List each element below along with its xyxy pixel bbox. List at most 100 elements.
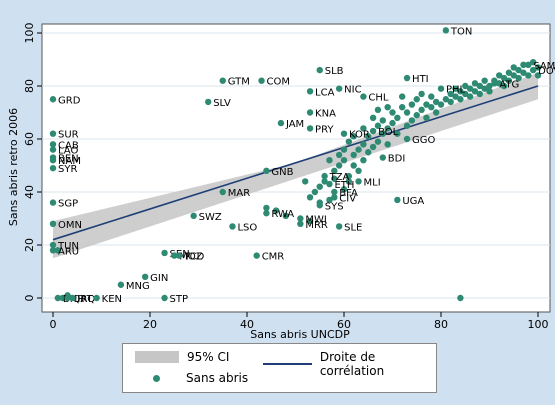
grid-lines (42, 32, 550, 299)
point-label: STP (170, 294, 189, 305)
y-tick-label: 60 (23, 132, 36, 146)
data-point (297, 215, 304, 222)
point-label: SLV (213, 98, 231, 109)
data-point (496, 80, 503, 87)
data-point (335, 162, 343, 169)
data-point (466, 85, 474, 92)
legend-item-fit-line: Droite de corrélation (263, 350, 436, 378)
data-point (49, 247, 57, 254)
data-point (408, 117, 416, 124)
data-point (345, 138, 353, 145)
legend-label-ci: 95% CI (187, 350, 230, 364)
data-point (49, 241, 57, 249)
data-point (360, 141, 367, 148)
data-point (258, 77, 265, 84)
data-point (394, 114, 401, 122)
data-point (374, 122, 382, 129)
data-point (510, 72, 517, 79)
data-point (311, 188, 319, 196)
data-point (510, 64, 517, 71)
data-point (355, 167, 362, 174)
data-point (335, 85, 343, 92)
data-point (263, 204, 270, 212)
data-point (457, 294, 464, 302)
data-point (316, 66, 323, 74)
data-point (59, 294, 66, 302)
data-point (389, 109, 396, 116)
data-point (403, 109, 411, 116)
data-point (379, 154, 386, 161)
data-point (306, 109, 314, 116)
x-axis: 0 20 40 60 80 100 (50, 312, 549, 331)
point-label: KEN (102, 294, 122, 305)
point-label: MWI (305, 215, 326, 226)
data-point (462, 90, 469, 98)
data-point (229, 223, 236, 230)
point-label: CAB (58, 140, 79, 151)
point-label: GGO (412, 135, 435, 146)
data-point (316, 202, 323, 209)
data-point (355, 178, 362, 185)
point-label: LCA (315, 87, 335, 98)
data-point (335, 151, 343, 159)
point-label: MRR (305, 220, 328, 231)
data-point (316, 183, 323, 190)
point-label: SLB (325, 66, 344, 77)
fit-line (52, 85, 539, 241)
data-point (374, 138, 382, 145)
point-label: TCD (183, 252, 205, 263)
data-point (282, 212, 289, 220)
data-point (505, 69, 513, 76)
data-point (432, 109, 440, 116)
ci-band-swatch (135, 351, 179, 363)
data-point (520, 69, 527, 76)
point-label: SWZ (199, 212, 222, 223)
data-point (476, 90, 483, 98)
data-point (331, 175, 338, 182)
data-point (355, 146, 362, 153)
point-label: CIV (339, 193, 356, 204)
data-point (175, 252, 183, 259)
data-point (331, 194, 338, 201)
x-tick-label: 80 (434, 318, 448, 331)
point-label: QAT (73, 294, 94, 305)
data-point (486, 82, 493, 90)
data-point (452, 93, 459, 100)
data-point (350, 133, 357, 140)
data-point (462, 82, 469, 90)
data-point (515, 66, 522, 74)
data-point (171, 252, 178, 259)
data-point (306, 194, 314, 201)
x-tick-label: 100 (528, 318, 549, 331)
point-label: SLE (344, 222, 362, 233)
data-point (321, 178, 328, 185)
data-point (505, 77, 513, 84)
x-axis-title: Sans abris UNCDP (250, 328, 350, 341)
data-point (335, 223, 343, 230)
data-point (345, 172, 353, 180)
data-point (423, 114, 430, 122)
point-label: KOR (349, 130, 370, 141)
legend-label-fit-line: Droite de corrélation (319, 350, 385, 378)
data-point (350, 162, 357, 169)
data-point (442, 96, 450, 103)
data-point (321, 172, 328, 180)
data-point (141, 273, 149, 280)
data-point (520, 61, 527, 68)
data-points: TONGRDSURCABLAOBENNAMSYRSGPOMNTUNARUBHRQ… (49, 26, 555, 305)
data-point (340, 130, 348, 137)
data-point (297, 220, 304, 227)
data-point (413, 96, 420, 103)
point-label: CHL (368, 93, 389, 104)
data-point (365, 133, 372, 140)
data-point (49, 220, 57, 227)
point-label: DOV (538, 66, 555, 77)
point-label: RWA (271, 209, 294, 220)
data-point (117, 281, 125, 288)
data-point (360, 157, 367, 164)
x-tick-label: 40 (240, 318, 254, 331)
data-point (369, 114, 377, 122)
point-label: TON (450, 26, 472, 37)
point-label: BDI (388, 154, 406, 165)
